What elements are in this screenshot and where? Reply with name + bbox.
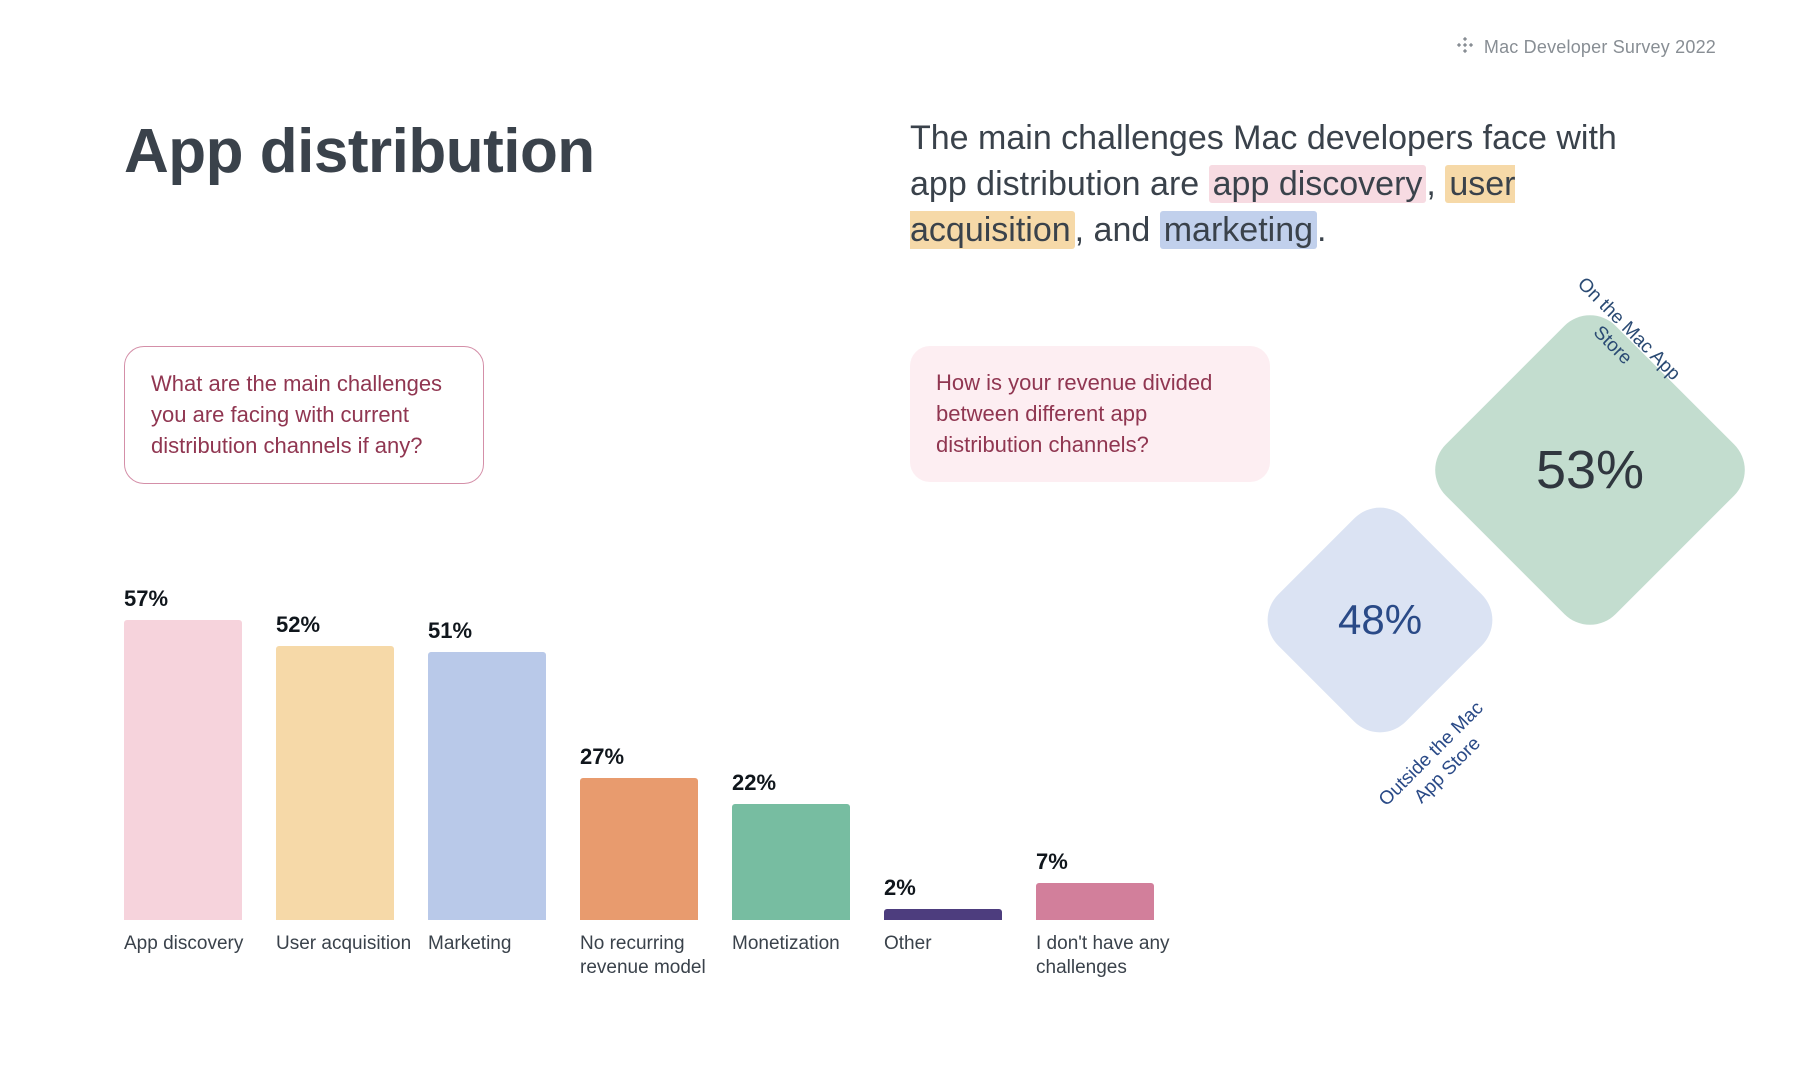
bar-category-label: Marketing	[428, 932, 580, 980]
bar-category-label: App discovery	[124, 932, 276, 980]
bar	[276, 646, 394, 920]
bar-category-label: Monetization	[732, 932, 884, 980]
revenue-split-diagram: 53% On the Mac App Store 48% Outside the…	[1210, 380, 1770, 940]
intro-suffix: .	[1317, 211, 1326, 249]
bar-value-label: 51%	[428, 618, 546, 644]
bar-value-label: 57%	[124, 586, 242, 612]
question-box-challenges: What are the main challenges you are fac…	[124, 346, 484, 484]
bar-column: 57%	[124, 590, 276, 920]
header-text: Mac Developer Survey 2022	[1484, 37, 1716, 58]
bar-value-label: 27%	[580, 744, 698, 770]
bar-value-label: 52%	[276, 612, 394, 638]
intro-sep2: , and	[1075, 211, 1160, 249]
bar	[580, 778, 698, 920]
bar-category-label: User acquisition	[276, 932, 428, 980]
bar-category-label: I don't have any challenges	[1036, 932, 1188, 980]
diamond-on-app-store-value: 53%	[1536, 439, 1644, 501]
bar-category-label: No recurring revenue model	[580, 932, 732, 980]
bar-category-label: Other	[884, 932, 1036, 980]
diamond-outside-app-store-value: 48%	[1338, 596, 1422, 644]
bar	[124, 620, 242, 920]
bar-column: 52%	[276, 590, 428, 920]
page-header: Mac Developer Survey 2022	[1456, 36, 1716, 59]
bar-column: 27%	[580, 590, 732, 920]
page-title: App distribution	[124, 116, 595, 187]
bar	[428, 652, 546, 920]
bar-column: 51%	[428, 590, 580, 920]
bar-value-label: 2%	[884, 875, 1002, 901]
logo-icon	[1456, 36, 1474, 59]
intro-sep1: ,	[1426, 165, 1445, 203]
bar	[884, 909, 1002, 920]
bar	[1036, 883, 1154, 920]
bar-column: 7%	[1036, 590, 1188, 920]
bar-column: 2%	[884, 590, 1036, 920]
bar	[732, 804, 850, 920]
intro-paragraph: The main challenges Mac developers face …	[910, 116, 1650, 254]
highlight-marketing: marketing	[1160, 211, 1317, 249]
bar-value-label: 22%	[732, 770, 850, 796]
bar-column: 22%	[732, 590, 884, 920]
highlight-app-discovery: app discovery	[1209, 165, 1427, 203]
bar-value-label: 7%	[1036, 849, 1154, 875]
bar-chart: 57%52% 51% 27% 22% 2% 7% App discoveryUser ac…	[124, 590, 1224, 1010]
